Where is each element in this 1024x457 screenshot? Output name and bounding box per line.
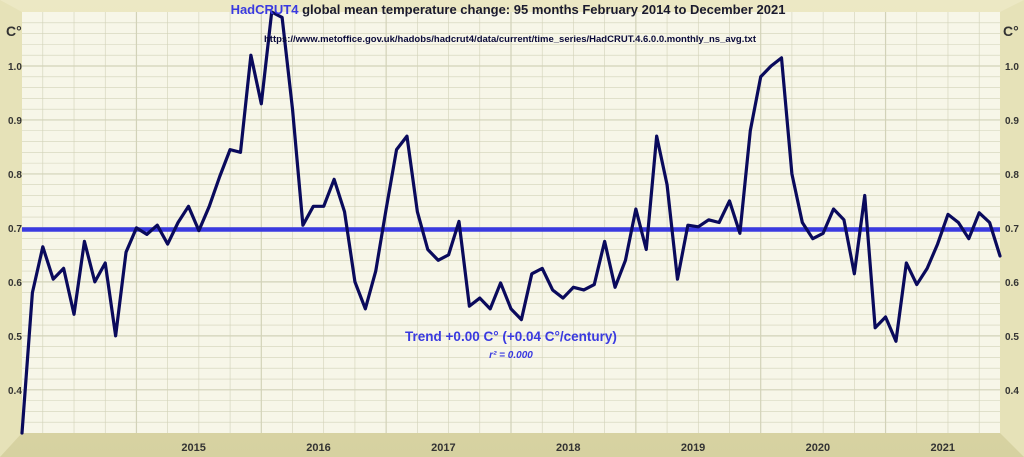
y-tick-label-right: 0.6: [1005, 278, 1019, 289]
y-tick-label-right: 0.9: [1005, 116, 1019, 127]
x-tick-label: 2017: [431, 442, 455, 454]
x-tick-label: 2021: [931, 442, 955, 454]
axes: 0.4 0.4 0.5 0.5 0.6 0.6 0.7 0.7 0.8 0.8 0.9 0.9 1.0 1…: [8, 62, 1019, 454]
y-tick-label-right: 0.8: [1005, 170, 1019, 181]
source-url: https://www.metoffice.gov.uk/hadobs/hadc…: [264, 34, 757, 45]
x-tick-label: 2020: [806, 442, 830, 454]
title-source: HadCRUT4: [231, 2, 300, 17]
y-tick-label-right: 0.7: [1005, 224, 1019, 235]
y-unit-right: C°: [1003, 23, 1019, 39]
title-text: global mean temperature change: 95 month…: [298, 2, 785, 17]
y-tick-label-left: 0.6: [8, 278, 22, 289]
y-tick-label-right: 0.4: [1005, 386, 1019, 397]
y-tick-label-left: 0.9: [8, 116, 22, 127]
trend-label: Trend +0.00 C° (+0.04 C°/century): [405, 329, 617, 344]
y-tick-label-left: 0.8: [8, 170, 22, 181]
temperature-line: [20, 10, 1002, 435]
chart-title: HadCRUT4 global mean temperature change:…: [231, 2, 786, 17]
grid: [22, 12, 1000, 433]
x-tick-label: 2015: [181, 442, 205, 454]
x-tick-label: 2016: [306, 442, 330, 454]
y-tick-label-left: 0.7: [8, 224, 22, 235]
y-tick-label-right: 0.5: [1005, 332, 1019, 343]
x-tick-label: 2018: [556, 442, 580, 454]
temperature-series: [20, 10, 1002, 435]
r-squared-label: r² = 0.000: [489, 350, 533, 361]
frame-bevel-right: [1000, 0, 1024, 457]
y-tick-label-right: 1.0: [1005, 62, 1019, 73]
frame-bevel-left: [0, 0, 22, 457]
x-tick-label: 2019: [681, 442, 705, 454]
y-unit-left: C°: [6, 23, 22, 39]
y-tick-label-left: 0.5: [8, 332, 22, 343]
y-tick-label-left: 1.0: [8, 62, 22, 73]
y-tick-label-left: 0.4: [8, 386, 22, 397]
